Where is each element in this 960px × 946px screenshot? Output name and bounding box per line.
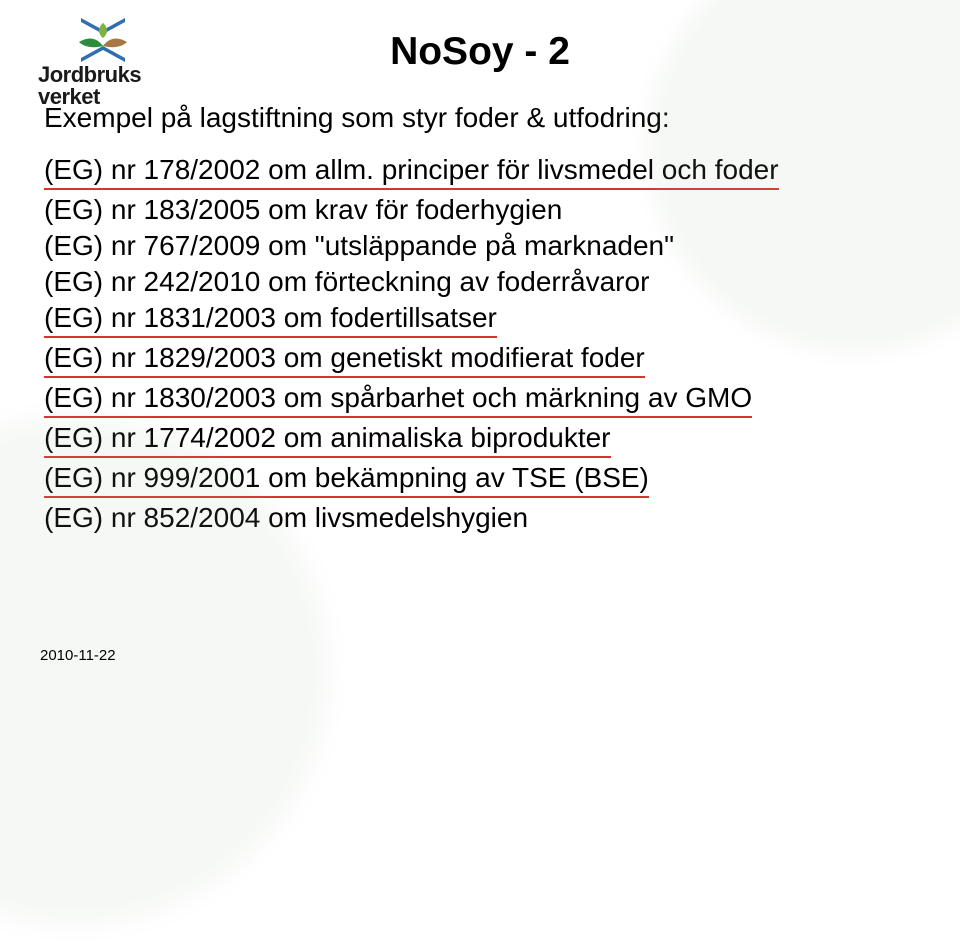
list-item: (EG) nr 1830/2003 om spårbarhet och märk… <box>44 380 920 420</box>
list-item-text: (EG) nr 242/2010 om förteckning av foder… <box>44 266 920 298</box>
list-item-text: (EG) nr 767/2009 om "utsläppande på mark… <box>44 230 920 262</box>
list-item: (EG) nr 1829/2003 om genetiskt modifiera… <box>44 340 920 380</box>
list-item: (EG) nr 1774/2002 om animaliska biproduk… <box>44 420 920 460</box>
list-item-underline <box>44 188 779 190</box>
logo-mark <box>75 18 131 62</box>
list-item-text: (EG) nr 178/2002 om allm. principer för … <box>44 154 779 186</box>
slide: Jordbruks verket NoSoy - 2 Exempel på la… <box>0 0 960 686</box>
list-item-text: (EG) nr 1830/2003 om spårbarhet och märk… <box>44 382 752 414</box>
logo-text-line2: verket <box>38 86 168 108</box>
logo-text-line1: Jordbruks <box>38 64 168 86</box>
list-item-underline <box>44 336 497 338</box>
list-item-text: (EG) nr 999/2001 om bekämpning av TSE (B… <box>44 462 649 494</box>
list-item-underline <box>44 496 649 498</box>
list-item-text: (EG) nr 1774/2002 om animaliska biproduk… <box>44 422 611 454</box>
logo-text: Jordbruks verket <box>38 64 168 109</box>
list-item: (EG) nr 852/2004 om livsmedelshygien <box>44 500 920 536</box>
list-item-underline <box>44 376 645 378</box>
list-item-underline <box>44 456 611 458</box>
list-item-text: (EG) nr 1831/2003 om fodertillsatser <box>44 302 497 334</box>
list-item-text: (EG) nr 1829/2003 om genetiskt modifiera… <box>44 342 645 374</box>
list-item: (EG) nr 767/2009 om "utsläppande på mark… <box>44 228 920 264</box>
list-item-text: (EG) nr 852/2004 om livsmedelshygien <box>44 502 920 534</box>
list-item: (EG) nr 178/2002 om allm. principer för … <box>44 152 920 192</box>
logo: Jordbruks verket <box>38 18 168 109</box>
list-item-text: (EG) nr 183/2005 om krav för foderhygien <box>44 194 920 226</box>
slide-title: NoSoy - 2 <box>40 30 920 74</box>
footer-date: 2010-11-22 <box>40 647 116 664</box>
slide-subtitle: Exempel på lagstiftning som styr foder &… <box>44 102 920 134</box>
list-item: (EG) nr 242/2010 om förteckning av foder… <box>44 264 920 300</box>
list-item: (EG) nr 999/2001 om bekämpning av TSE (B… <box>44 460 920 500</box>
list-item: (EG) nr 183/2005 om krav för foderhygien <box>44 192 920 228</box>
list-item: (EG) nr 1831/2003 om fodertillsatser <box>44 300 920 340</box>
list-item-underline <box>44 416 752 418</box>
items-list: (EG) nr 178/2002 om allm. principer för … <box>44 152 920 536</box>
